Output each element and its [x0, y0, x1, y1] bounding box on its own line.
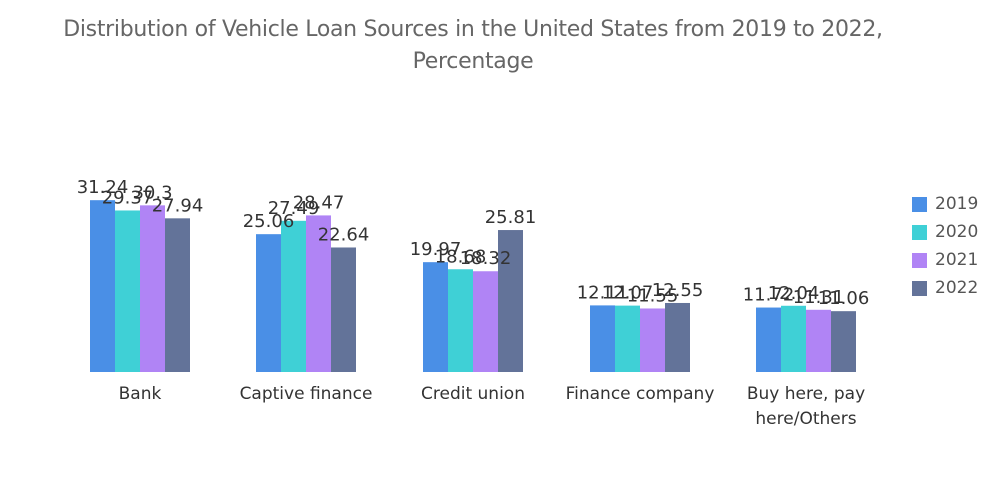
bar-finance-company-2019: [590, 305, 615, 372]
bar-buy-here-pay-here-others-2021: [806, 309, 831, 372]
data-label-buy-here-pay-here-others-2021: 11.31: [793, 287, 845, 308]
legend-item-2019: 2019: [912, 190, 978, 218]
legend-label-2021: 2021: [935, 250, 979, 270]
data-label-buy-here-pay-here-others-2020: 12.04: [768, 283, 820, 304]
legend-swatch-2020: [912, 224, 927, 240]
data-label-buy-here-pay-here-others-2019: 11.72: [743, 285, 795, 306]
chart-title-line-2: Percentage: [412, 49, 534, 74]
data-label-bank-2019: 31.24: [77, 177, 129, 198]
legend-label-2020: 2020: [935, 222, 979, 242]
data-label-bank-2020: 29.37: [102, 187, 154, 208]
data-label-captive-finance-2020: 27.49: [268, 198, 320, 219]
bar-finance-company-2020: [615, 305, 640, 372]
data-label-bank-2021: 30.3: [132, 182, 172, 203]
legend-swatch-2021: [912, 252, 927, 268]
bar-finance-company-2021: [640, 308, 665, 372]
bar-bank-2022: [165, 218, 190, 372]
legend-swatch-2019: [912, 196, 927, 212]
legend-item-2021: 2021: [912, 246, 978, 274]
bar-credit-union-2019: [423, 262, 448, 372]
data-label-captive-finance-2022: 22.64: [318, 224, 370, 245]
data-label-credit-union-2019: 19.97: [410, 239, 462, 260]
x-tick-label-captive-finance: Captive finance: [240, 384, 373, 404]
chart-title: Distribution of Vehicle Loan Sources in …: [0, 14, 946, 78]
data-label-buy-here-pay-here-others-2022: 11.06: [818, 288, 870, 309]
data-label-captive-finance-2021: 28.47: [293, 192, 345, 213]
legend: 2019 2020 2021 2022: [912, 190, 978, 302]
data-label-finance-company-2019: 12.11: [577, 282, 629, 303]
chart-title-line-1: Distribution of Vehicle Loan Sources in …: [63, 17, 883, 42]
legend-item-2022: 2022: [912, 274, 978, 302]
bar-bank-2020: [115, 210, 140, 372]
data-label-finance-company-2021: 11.55: [627, 285, 679, 306]
bar-captive-finance-2021: [306, 215, 331, 372]
bar-bank-2021: [140, 205, 165, 372]
bar-captive-finance-2022: [331, 247, 356, 372]
bar-finance-company-2022: [665, 302, 690, 372]
bar-captive-finance-2020: [281, 220, 306, 372]
data-label-captive-finance-2019: 25.06: [243, 211, 295, 232]
bar-buy-here-pay-here-others-2022: [831, 311, 856, 372]
data-label-finance-company-2020: 12.07: [602, 283, 654, 304]
data-label-credit-union-2020: 18.68: [435, 246, 487, 267]
legend-swatch-2022: [912, 280, 927, 296]
data-label-finance-company-2022: 12.55: [652, 280, 704, 301]
data-label-credit-union-2022: 25.81: [485, 207, 537, 228]
x-tick-label-buy-here-pay-here-others-line-1: Buy here, pay: [747, 384, 865, 404]
x-tick-label-buy-here-pay-here-others-line-2: here/Others: [755, 409, 856, 429]
x-tick-label-credit-union: Credit union: [421, 384, 525, 404]
bar-credit-union-2020: [448, 269, 473, 372]
bar-captive-finance-2019: [256, 234, 281, 372]
legend-label-2019: 2019: [935, 194, 979, 214]
x-tick-label-bank: Bank: [119, 384, 162, 404]
x-tick-label-finance-company: Finance company: [566, 384, 715, 404]
legend-label-2022: 2022: [935, 278, 979, 298]
bar-buy-here-pay-here-others-2019: [756, 307, 781, 372]
bar-credit-union-2021: [473, 271, 498, 372]
bar-buy-here-pay-here-others-2020: [781, 305, 806, 372]
bar-bank-2019: [90, 200, 115, 372]
data-label-credit-union-2021: 18.32: [460, 248, 512, 269]
data-label-bank-2022: 27.94: [152, 195, 204, 216]
bar-credit-union-2022: [498, 230, 523, 372]
legend-item-2020: 2020: [912, 218, 978, 246]
